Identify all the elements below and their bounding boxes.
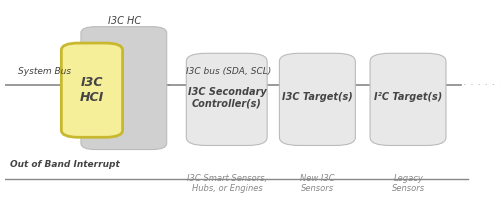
Text: Out of Band Interrupt: Out of Band Interrupt	[10, 160, 120, 169]
Text: I3C Target(s): I3C Target(s)	[282, 92, 353, 102]
FancyBboxPatch shape	[62, 43, 122, 137]
FancyBboxPatch shape	[370, 53, 446, 145]
Text: I3C HC: I3C HC	[108, 15, 142, 25]
FancyBboxPatch shape	[280, 53, 355, 145]
Text: I²C Target(s): I²C Target(s)	[374, 92, 442, 102]
Text: System Bus: System Bus	[18, 67, 71, 76]
FancyBboxPatch shape	[186, 53, 267, 145]
FancyBboxPatch shape	[81, 27, 166, 150]
Text: · · · · · · ·: · · · · · · ·	[462, 80, 500, 90]
Text: I3C
HCI: I3C HCI	[80, 76, 104, 104]
Text: New I3C
Sensors: New I3C Sensors	[300, 174, 335, 193]
Text: I3C bus (SDA, SCL): I3C bus (SDA, SCL)	[186, 67, 272, 76]
Text: Legacy
Sensors: Legacy Sensors	[392, 174, 425, 193]
Text: I3C Secondary
Controller(s): I3C Secondary Controller(s)	[188, 87, 266, 108]
Text: I3C Smart Sensors,
Hubs, or Engines: I3C Smart Sensors, Hubs, or Engines	[187, 174, 267, 193]
